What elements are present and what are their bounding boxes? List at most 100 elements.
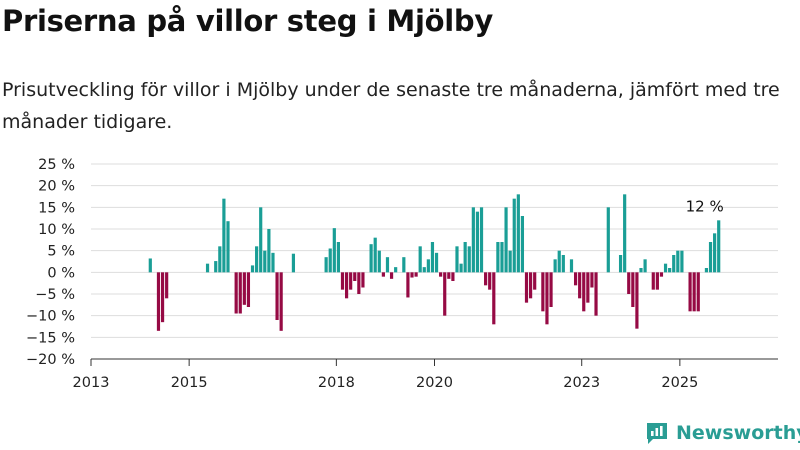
y-tick-label: −10 % <box>26 309 75 325</box>
bar <box>455 246 459 273</box>
newsworthy-logo: Newsworthy <box>644 418 800 448</box>
bar <box>222 198 226 273</box>
x-tick-label: 2013 <box>73 375 110 391</box>
bar <box>492 272 496 325</box>
bar <box>410 272 414 278</box>
bar <box>389 272 394 279</box>
bar <box>663 263 668 273</box>
bar <box>447 272 451 279</box>
bar <box>156 272 161 331</box>
bar <box>463 242 467 273</box>
bars <box>148 194 721 331</box>
bar <box>160 272 165 323</box>
bar <box>586 272 590 303</box>
bar <box>639 268 643 273</box>
bar <box>533 272 537 290</box>
bar <box>651 272 655 290</box>
bar <box>271 252 275 273</box>
bar <box>594 272 598 316</box>
bar <box>471 207 475 273</box>
last-value-label: 12 % <box>686 197 724 215</box>
bar <box>263 250 267 273</box>
bar <box>529 272 533 299</box>
y-tick-label: 25 % <box>38 157 75 173</box>
bar <box>504 207 508 273</box>
y-tick-label: 5 % <box>47 244 75 260</box>
bar <box>635 272 639 329</box>
bar <box>627 272 631 294</box>
bar <box>500 242 504 273</box>
bar <box>369 244 373 273</box>
bar <box>291 253 296 273</box>
bar <box>655 272 659 290</box>
bar <box>676 250 680 273</box>
bar <box>573 272 578 286</box>
bar <box>426 259 430 273</box>
page-title: Priserna på villor steg i Mjölby <box>2 4 493 38</box>
bar <box>643 259 647 273</box>
bar <box>451 272 455 281</box>
bar <box>246 272 251 307</box>
bar <box>618 255 623 273</box>
bar <box>381 272 385 277</box>
bar <box>704 268 709 273</box>
y-tick-label: −5 % <box>35 287 75 303</box>
bar <box>418 246 422 273</box>
bar <box>434 252 439 273</box>
bar <box>414 272 418 277</box>
bar <box>439 272 443 277</box>
bar <box>524 272 529 303</box>
bar <box>668 268 672 273</box>
x-tick-label: 2020 <box>416 375 453 391</box>
bar <box>512 198 516 273</box>
bar <box>357 272 361 294</box>
y-axis: −20 % −15 % −10 % −5 % 0 % 5 % 10 % 15 % 20 % 25 … <box>26 157 75 368</box>
y-tick-label: 10 % <box>38 222 75 238</box>
bar <box>226 221 230 273</box>
bar <box>479 207 484 273</box>
bar <box>324 257 328 273</box>
bar <box>545 272 549 325</box>
bar <box>422 267 426 273</box>
x-tick-label: 2025 <box>661 375 698 391</box>
bar <box>279 272 283 331</box>
bar <box>165 272 169 299</box>
bar <box>696 272 700 312</box>
bar <box>623 194 627 273</box>
bar <box>255 246 259 273</box>
bar <box>218 246 222 273</box>
bar <box>361 272 365 288</box>
bar <box>443 272 447 316</box>
bar <box>561 255 565 273</box>
bar <box>353 272 357 281</box>
bar <box>267 229 271 273</box>
y-tick-label: 20 % <box>38 179 75 195</box>
bar <box>406 272 410 298</box>
bar <box>467 246 471 273</box>
bar <box>659 272 664 277</box>
bar <box>582 272 586 312</box>
bar <box>344 272 349 299</box>
bar <box>430 242 435 273</box>
bar <box>340 272 345 290</box>
grid-lines <box>91 163 778 360</box>
bar <box>713 233 717 273</box>
bar <box>672 255 676 273</box>
bar <box>238 272 242 314</box>
bar <box>578 272 582 299</box>
bar <box>385 257 390 273</box>
bar <box>541 272 545 312</box>
bar <box>569 259 574 273</box>
bar <box>488 272 492 290</box>
bar <box>349 272 353 290</box>
price-change-bar-chart: −20 % −15 % −10 % −5 % 0 % 5 % 10 % 15 % 20 % 25 … <box>26 157 778 391</box>
bar <box>708 242 713 273</box>
bar <box>688 272 692 312</box>
bar <box>336 242 340 273</box>
x-tick-label: 2023 <box>563 375 600 391</box>
bar <box>214 261 218 273</box>
bar <box>475 211 480 273</box>
bar <box>508 250 512 273</box>
bar <box>717 220 721 273</box>
y-tick-label: 0 % <box>47 265 75 281</box>
